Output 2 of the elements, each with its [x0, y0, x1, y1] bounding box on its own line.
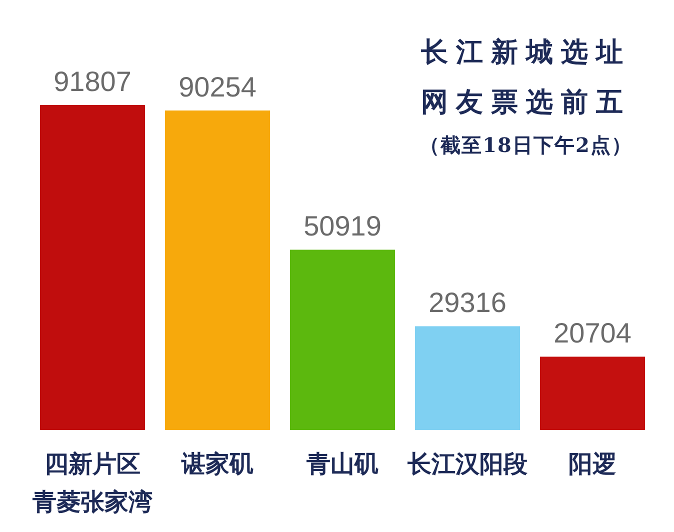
subtitle: （截至18日下午2点） — [418, 132, 634, 159]
title: 长江新城选址网友票选前五 — [420, 36, 632, 120]
